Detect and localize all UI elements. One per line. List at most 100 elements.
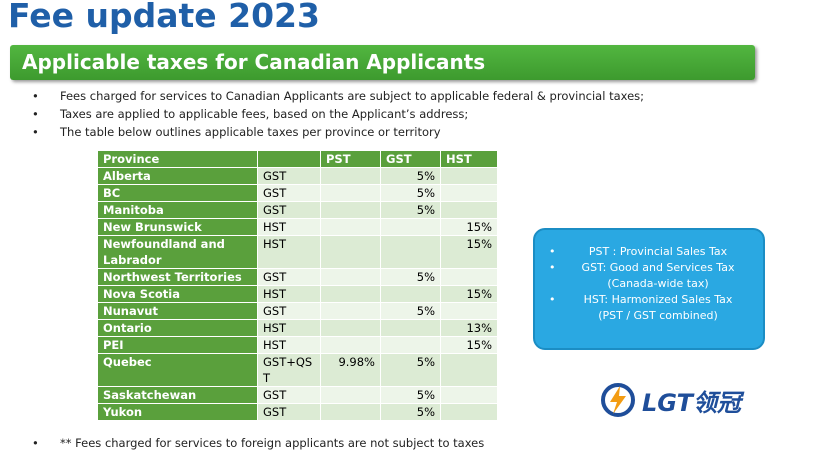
cell: [380, 319, 441, 337]
cell: [440, 167, 498, 185]
legend-note: (PST / GST combined): [598, 309, 718, 322]
bullet: Fees charged for services to Canadian Ap…: [30, 89, 644, 107]
table-row: Northwest Territories GST 5%: [97, 268, 498, 286]
table-row: BC GST 5%: [97, 184, 498, 202]
table-row: Ontario HST 13%: [97, 319, 498, 337]
title: Fee update 2023: [8, 0, 320, 35]
cell: 5%: [380, 353, 441, 387]
cell: 15%: [440, 235, 498, 269]
cell: Newfoundland and Labrador: [97, 235, 258, 269]
header-cell: PST: [320, 150, 381, 168]
cell: 15%: [440, 218, 498, 236]
cell: [440, 184, 498, 202]
cell: Quebec: [97, 353, 258, 387]
bullet: The table below outlines applicable taxe…: [30, 125, 644, 143]
cell: Saskatchewan: [97, 386, 258, 404]
cell: [440, 302, 498, 320]
banner: Applicable taxes for Canadian Applicants: [10, 45, 755, 80]
cell: [320, 201, 381, 219]
cell: [440, 386, 498, 404]
legend-label: PST : Provincial Sales Tax: [588, 245, 728, 258]
header-cell: [257, 150, 321, 168]
table-row: Nunavut GST 5%: [97, 302, 498, 320]
header-cell: HST: [440, 150, 498, 168]
cell: Nunavut: [97, 302, 258, 320]
cell: New Brunswick: [97, 218, 258, 236]
cell: [320, 218, 381, 236]
cell: [320, 167, 381, 185]
cell: HST: [257, 235, 321, 269]
table-row: Yukon GST 5%: [97, 403, 498, 421]
cell: [440, 268, 498, 286]
cell: GST: [257, 403, 321, 421]
cell: 5%: [380, 302, 441, 320]
cell: [380, 218, 441, 236]
cell: Alberta: [97, 167, 258, 185]
cell: 15%: [440, 285, 498, 303]
cell: 5%: [380, 403, 441, 421]
table-row: Newfoundland and Labrador HST 15%: [97, 235, 498, 269]
cell: [380, 285, 441, 303]
legend-item: GST: Good and Services Tax (Canada-wide t…: [549, 260, 755, 292]
logo: LGT领冠: [600, 382, 741, 418]
cell: 5%: [380, 268, 441, 286]
bullet: Taxes are applied to applicable fees, ba…: [30, 107, 644, 125]
cell: 5%: [380, 201, 441, 219]
cell: [440, 403, 498, 421]
cell: 5%: [380, 167, 441, 185]
cell: 9.98%: [320, 353, 381, 387]
cell: 5%: [380, 184, 441, 202]
cell: HST: [257, 319, 321, 337]
legend-note: (Canada-wide tax): [607, 277, 709, 290]
legend-box: PST : Provincial Sales Tax GST: Good and …: [533, 228, 765, 350]
cell: [320, 336, 381, 354]
table-row: Alberta GST 5%: [97, 167, 498, 185]
cell: GST: [257, 386, 321, 404]
cell: 13%: [440, 319, 498, 337]
cell: HST: [257, 285, 321, 303]
cell: [440, 353, 498, 387]
cell: GST+QST: [257, 353, 321, 387]
cell: Northwest Territories: [97, 268, 258, 286]
logo-text: LGT领冠: [642, 388, 741, 417]
cell: [320, 184, 381, 202]
header-cell: Province: [97, 150, 258, 168]
cell: [320, 386, 381, 404]
cell: [320, 403, 381, 421]
cell: [320, 235, 381, 269]
cell: 15%: [440, 336, 498, 354]
logo-icon: [601, 383, 635, 417]
table-row: Quebec GST+QST 9.98% 5%: [97, 353, 498, 387]
cell: GST: [257, 268, 321, 286]
cell: PEI: [97, 336, 258, 354]
cell: Nova Scotia: [97, 285, 258, 303]
tax-table: Province PST GST HST Alberta GST 5% BC GST 5% Man…: [97, 150, 498, 421]
cell: [320, 285, 381, 303]
cell: [440, 201, 498, 219]
table-row: Saskatchewan GST 5%: [97, 386, 498, 404]
table-row: Nova Scotia HST 15%: [97, 285, 498, 303]
cell: [380, 336, 441, 354]
cell: GST: [257, 302, 321, 320]
cell: HST: [257, 336, 321, 354]
cell: Ontario: [97, 319, 258, 337]
cell: GST: [257, 167, 321, 185]
cell: Manitoba: [97, 201, 258, 219]
table-row: PEI HST 15%: [97, 336, 498, 354]
legend-item: HST: Harmonized Sales Tax (PST / GST comb…: [549, 292, 755, 324]
cell: GST: [257, 201, 321, 219]
cell: [320, 319, 381, 337]
legend-label: GST: Good and Services Tax: [581, 261, 735, 274]
cell: GST: [257, 184, 321, 202]
legend-label: HST: Harmonized Sales Tax: [583, 293, 733, 306]
table-row: Manitoba GST 5%: [97, 201, 498, 219]
cell: 5%: [380, 386, 441, 404]
table-row: New Brunswick HST 15%: [97, 218, 498, 236]
cell: BC: [97, 184, 258, 202]
cell: HST: [257, 218, 321, 236]
legend-item: PST : Provincial Sales Tax: [549, 244, 755, 260]
cell: [320, 302, 381, 320]
footnote: ** Fees charged for services to foreign …: [30, 436, 484, 450]
cell: [380, 235, 441, 269]
